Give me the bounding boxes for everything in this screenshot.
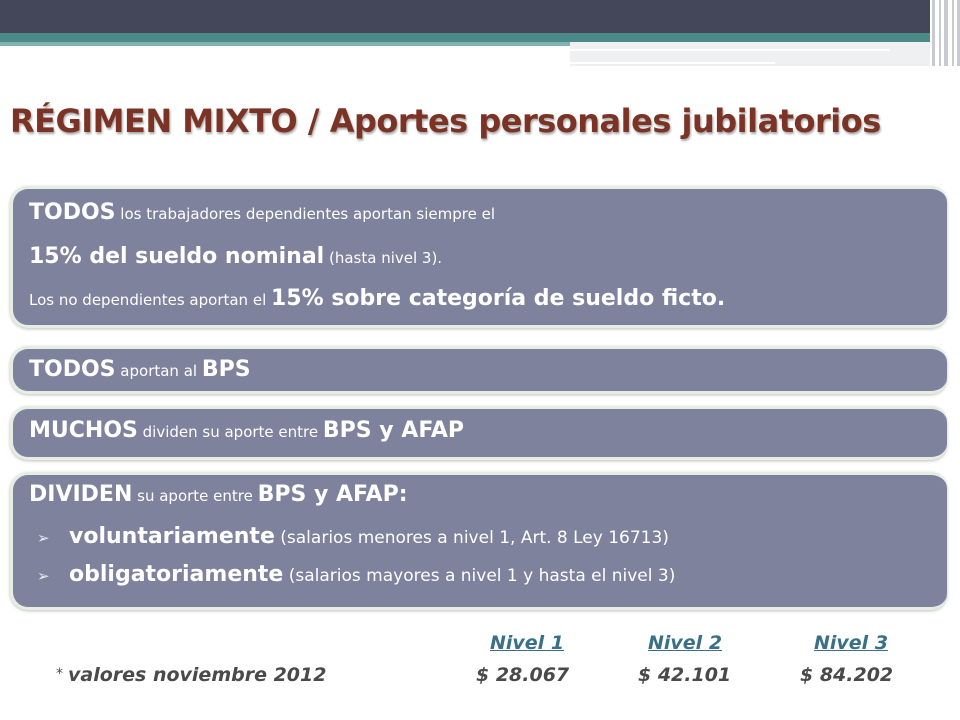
slide-title: RÉGIMEN MIXTO / Aportes personales jubil… — [10, 102, 881, 140]
arrow-bullet-icon: ➢ — [37, 529, 50, 548]
box-muchos-dividen: MUCHOS dividen su aporte entre BPS y AFA… — [10, 406, 947, 460]
footnote-asterisk-icon: * — [56, 666, 63, 682]
body-text: . — [716, 286, 726, 312]
emphasis-text: 15% sobre categoría de sueldo ficto — [271, 286, 717, 312]
emphasis-text: 15% del sueldo nominal — [29, 244, 325, 270]
body-text: su aporte entre — [132, 487, 258, 505]
emphasis-text: TODOS — [29, 200, 116, 225]
level-1-header: Nivel 1 — [490, 632, 565, 654]
header-bar — [0, 0, 930, 33]
box-todos-bps-line: TODOS aportan al BPS — [29, 357, 933, 382]
emphasis-text: BPS y AFAP — [322, 418, 464, 443]
box-aportes-line-1: TODOS los trabajadores dependientes apor… — [29, 200, 933, 225]
emphasis-text: TODOS — [29, 357, 116, 382]
header-decor-line — [570, 49, 890, 51]
header-decor-line — [570, 62, 775, 64]
emphasis-text: BPS — [201, 357, 251, 382]
header-accent-thin-stripe — [0, 42, 570, 46]
emphasis-text: voluntariamente — [69, 524, 275, 550]
emphasis-text: DIVIDEN — [29, 482, 133, 507]
body-text: aportan al — [115, 362, 202, 380]
level-3-value: $ 84.202 — [800, 664, 894, 686]
emphasis-text: MUCHOS — [29, 418, 138, 443]
level-2-header: Nivel 2 — [648, 632, 723, 654]
header-accent-stripe — [0, 33, 930, 42]
box-todos-bps: TODOS aportan al BPS — [10, 346, 947, 394]
emphasis-text: obligatoriamente — [69, 562, 284, 588]
box-muchos-dividen-line: MUCHOS dividen su aporte entre BPS y AFA… — [29, 418, 933, 443]
emphasis-text: BPS y AFAP: — [257, 482, 408, 507]
footnote-text: valores noviembre 2012 — [68, 664, 327, 686]
header-decor-bars — [930, 0, 960, 66]
bullet-item: ➢ obligatoriamente (salarios mayores a ni… — [29, 563, 933, 587]
level-1-value: $ 28.067 — [476, 664, 570, 686]
arrow-bullet-icon: ➢ — [37, 567, 50, 586]
body-text: dividen su aporte entre — [137, 423, 323, 441]
bullet-item: ➢ voluntariamente (salarios menores a niv… — [29, 525, 933, 549]
body-text: los trabajadores dependientes aportan si… — [115, 205, 495, 223]
box-aportes-line-2: 15% del sueldo nominal (hasta nivel 3). — [29, 245, 933, 269]
box-aportes-line-3: Los no dependientes aportan el 15% sobre… — [29, 287, 933, 311]
body-text: (salarios mayores a nivel 1 y hasta el n… — [283, 566, 676, 587]
level-3-header: Nivel 3 — [814, 632, 889, 654]
box-dividen-line-1: DIVIDEN su aporte entre BPS y AFAP: — [29, 482, 933, 507]
body-text: Los no dependientes aportan el — [29, 291, 271, 310]
box-aportes: TODOS los trabajadores dependientes apor… — [10, 186, 947, 328]
body-text: (salarios menores a nivel 1, Art. 8 Ley … — [274, 528, 669, 549]
body-text: (hasta nivel 3). — [324, 249, 443, 268]
box-dividen: DIVIDEN su aporte entre BPS y AFAP: ➢ vol… — [10, 472, 947, 610]
level-2-value: $ 42.101 — [638, 664, 732, 686]
